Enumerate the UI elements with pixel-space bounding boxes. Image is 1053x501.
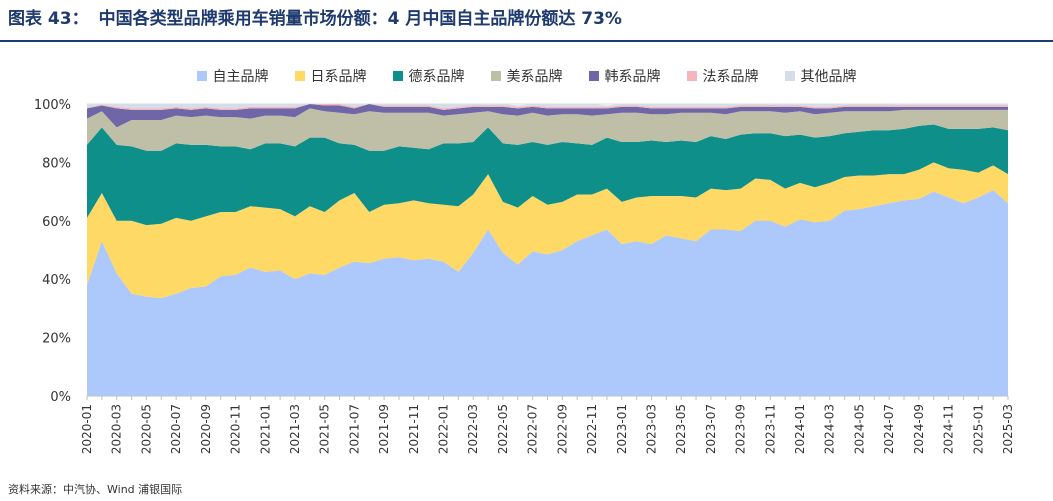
legend-item: 其他品牌: [784, 66, 857, 86]
legend-swatch: [392, 71, 403, 81]
x-tick-label: 2020-11: [229, 404, 243, 454]
x-tick-label: 2022-01: [437, 404, 451, 454]
y-tick-label: 40%: [42, 273, 71, 288]
x-tick-label: 2022-09: [555, 404, 569, 454]
x-tick-label: 2024-03: [823, 404, 837, 454]
area-series: [87, 108, 1008, 151]
x-tick-label: 2020-07: [169, 404, 183, 454]
legend-item: 韩系品牌: [588, 66, 661, 86]
x-tick-label: 2023-09: [734, 404, 748, 454]
y-tick-label: 20%: [42, 332, 71, 347]
source-note: 资料来源：中汽协、Wind 浦银国际: [8, 483, 183, 496]
area-series: [87, 162, 1008, 299]
x-tick-label: 2020-09: [199, 404, 213, 454]
y-tick-label: 100%: [34, 98, 71, 113]
x-tick-label: 2020-01: [80, 404, 94, 454]
x-tick-label: 2021-09: [377, 404, 391, 454]
y-tick-label: 0%: [50, 390, 71, 405]
legend-item: 自主品牌: [196, 66, 269, 86]
x-tick-label: 2022-03: [466, 404, 480, 454]
x-tick-label: 2022-11: [585, 404, 599, 454]
y-tick-label: 80%: [42, 156, 71, 171]
title-rule: [0, 40, 1053, 42]
figure-label: 图表 43：: [8, 9, 89, 29]
legend-label: 韩系品牌: [604, 69, 661, 85]
x-tick-label: 2024-05: [852, 404, 866, 454]
x-tick-label: 2023-05: [674, 404, 688, 454]
legend-label: 其他品牌: [800, 69, 857, 85]
x-tick-label: 2025-01: [971, 404, 985, 454]
x-tick-label: 2021-07: [347, 404, 361, 454]
x-tick-label: 2024-11: [942, 404, 956, 454]
area-series: [87, 190, 1008, 396]
legend-swatch: [784, 71, 795, 81]
x-tick-label: 2021-05: [318, 404, 332, 454]
legend-item: 日系品牌: [294, 66, 367, 86]
figure-title: 图表 43： 中国各类型品牌乘用车销量市场份额：4 月中国自主品牌份额达 73%: [8, 4, 622, 34]
legend-item: 美系品牌: [490, 66, 563, 86]
x-tick-label: 2021-01: [258, 404, 272, 454]
x-tick-label: 2020-03: [110, 404, 124, 454]
x-tick-label: 2023-07: [704, 404, 718, 454]
legend-swatch: [686, 71, 697, 81]
legend-item: 德系品牌: [392, 66, 465, 86]
legend-label: 日系品牌: [310, 69, 367, 85]
legend-swatch: [196, 71, 207, 81]
x-tick-label: 2023-11: [763, 404, 777, 454]
x-tick-label: 2022-05: [496, 404, 510, 454]
legend-label: 自主品牌: [212, 69, 269, 85]
x-tick-label: 2024-09: [912, 404, 926, 454]
area-series: [87, 104, 1008, 128]
legend-swatch: [588, 71, 599, 81]
area-series: [87, 124, 1008, 226]
legend-label: 美系品牌: [506, 69, 563, 85]
x-tick-label: 2020-05: [139, 404, 153, 454]
chart-legend: 自主品牌 日系品牌 德系品牌 美系品牌 韩系品牌 法系品牌 其他品牌: [0, 64, 1053, 88]
area-series: [87, 104, 1008, 109]
y-tick-label: 60%: [42, 215, 71, 230]
x-tick-label: 2024-07: [882, 404, 896, 454]
x-tick-label: 2022-07: [526, 404, 540, 454]
figure-title-text: 中国各类型品牌乘用车销量市场份额：4 月中国自主品牌份额达 73%: [98, 9, 622, 29]
legend-swatch: [490, 71, 501, 81]
x-tick-label: 2021-11: [407, 404, 421, 454]
x-tick-label: 2023-01: [615, 404, 629, 454]
legend-label: 德系品牌: [408, 69, 465, 85]
legend-swatch: [294, 71, 305, 81]
x-tick-label: 2023-03: [644, 404, 658, 454]
x-tick-label: 2024-01: [793, 404, 807, 454]
x-tick-label: 2021-03: [288, 404, 302, 454]
legend-label: 法系品牌: [702, 69, 759, 85]
x-tick-label: 2025-03: [1001, 404, 1015, 454]
legend-item: 法系品牌: [686, 66, 759, 86]
